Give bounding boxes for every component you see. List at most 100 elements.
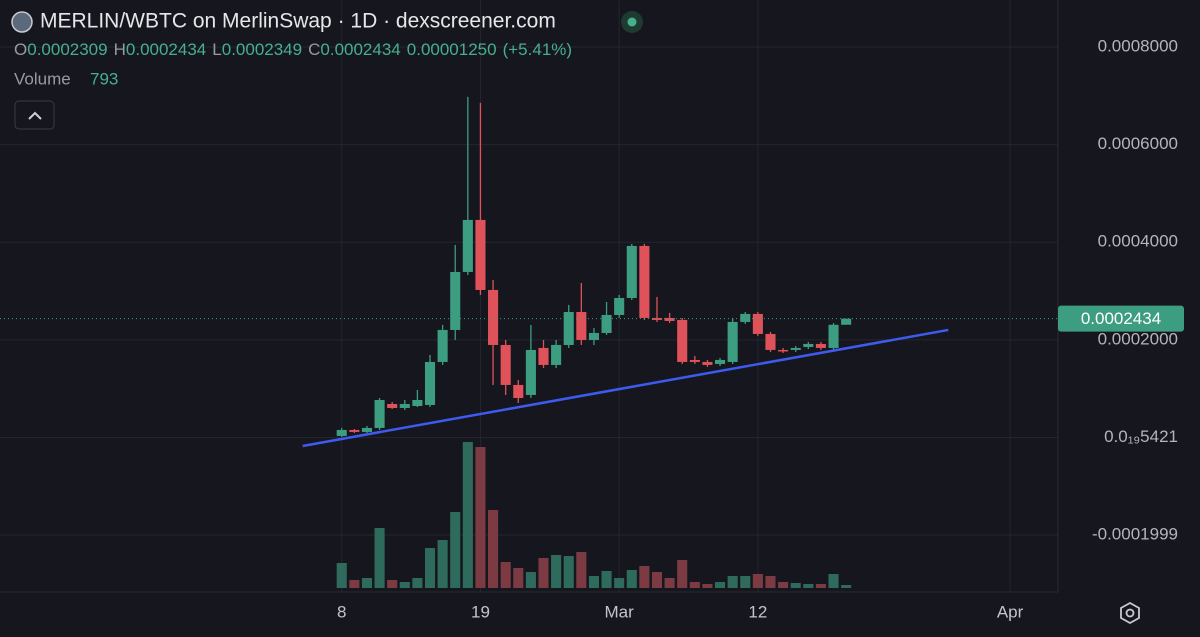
candle-body bbox=[841, 318, 852, 325]
volume-bar bbox=[513, 568, 524, 588]
volume-bar bbox=[361, 578, 373, 588]
ohlc-value: 0.0002434 bbox=[320, 40, 400, 59]
volume-bar bbox=[614, 578, 625, 588]
volume-bar bbox=[639, 566, 650, 588]
volume-bar bbox=[576, 552, 587, 588]
candle-body bbox=[437, 329, 448, 362]
collapse-icon bbox=[28, 111, 42, 120]
volume-bar bbox=[336, 563, 347, 588]
volume-bar bbox=[551, 555, 562, 588]
trend-line bbox=[302, 328, 949, 448]
candle-body bbox=[626, 245, 637, 298]
volume-bar bbox=[349, 580, 360, 588]
candle-body bbox=[525, 349, 536, 395]
candle-body bbox=[689, 359, 700, 362]
candle-body bbox=[702, 361, 713, 365]
settings-gear bbox=[1120, 601, 1140, 625]
ohlc-value: 0.0002434 bbox=[126, 40, 206, 59]
change-value: 0.00001250 bbox=[407, 40, 497, 59]
candle-body bbox=[639, 245, 650, 318]
y-tick-label: 0.0002000 bbox=[1098, 329, 1178, 348]
y-tick-label: 0.0006000 bbox=[1098, 134, 1178, 153]
volume-bar bbox=[778, 582, 789, 588]
x-tick-label: 19 bbox=[471, 602, 490, 621]
volume-bar bbox=[790, 583, 801, 588]
candle-body bbox=[588, 332, 599, 340]
candle-body bbox=[412, 399, 423, 406]
candle-body bbox=[349, 429, 360, 432]
candle-body bbox=[778, 349, 789, 352]
status-dot bbox=[627, 17, 637, 27]
candle-body bbox=[513, 384, 524, 398]
candle-body bbox=[462, 219, 473, 272]
volume-bar bbox=[715, 582, 726, 588]
current-price-tag bbox=[1058, 305, 1184, 332]
candle-body bbox=[790, 347, 801, 350]
volume-bar bbox=[399, 582, 410, 588]
volume-bar bbox=[374, 528, 385, 588]
candle-body bbox=[374, 399, 385, 428]
ohlc-value: 0.0002349 bbox=[222, 40, 302, 59]
ohlc-key: H bbox=[114, 40, 126, 59]
volume-value: 793 bbox=[90, 69, 118, 88]
x-tick-label: 12 bbox=[748, 602, 767, 621]
candle-body bbox=[387, 403, 398, 408]
y-tick-label: 0.0008000 bbox=[1098, 36, 1178, 55]
candle-body bbox=[576, 311, 587, 340]
volume-bar bbox=[563, 556, 574, 588]
collapse-button[interactable] bbox=[14, 100, 55, 130]
candle-body bbox=[488, 289, 499, 345]
candle-body bbox=[601, 314, 612, 333]
candle-body bbox=[740, 313, 751, 322]
candle-body bbox=[424, 361, 436, 405]
volume-bar bbox=[437, 540, 448, 588]
settings-icon[interactable] bbox=[1120, 601, 1140, 625]
candle-body bbox=[727, 321, 738, 362]
volume-bar bbox=[740, 576, 751, 588]
ohlc-header: O0.0002309 H0.0002434 L0.0002349 C0.0002434… bbox=[14, 40, 572, 59]
volume-bar bbox=[664, 578, 675, 588]
volume-bar bbox=[475, 447, 486, 588]
candle-body bbox=[475, 219, 486, 290]
volume-bar bbox=[450, 512, 461, 588]
volume-bar bbox=[752, 574, 763, 588]
volume-bar bbox=[765, 576, 776, 588]
candle-body bbox=[500, 344, 511, 385]
candle-body bbox=[399, 403, 410, 408]
volume-bar bbox=[689, 582, 700, 588]
ohlc-value: 0.0002309 bbox=[27, 40, 107, 59]
volume-bar bbox=[727, 576, 738, 588]
x-tick-label: 8 bbox=[337, 602, 346, 621]
volume-bar bbox=[588, 576, 599, 588]
volume-bar bbox=[488, 510, 499, 588]
candle-body bbox=[538, 347, 549, 365]
volume-bar bbox=[601, 571, 612, 588]
ohlc-key: C bbox=[308, 40, 320, 59]
candle-body bbox=[614, 297, 625, 315]
change-percent: (+5.41%) bbox=[503, 40, 572, 59]
x-tick-label: Mar bbox=[605, 602, 635, 621]
candle-body bbox=[677, 319, 688, 362]
volume-bar bbox=[424, 548, 436, 588]
settings-gear-center bbox=[1125, 608, 1135, 618]
y-tick-label: 0.0₁₉5421 bbox=[1104, 427, 1178, 446]
volume-bar bbox=[412, 578, 423, 588]
current-price-label: 0.0002434 bbox=[1081, 309, 1161, 328]
volume-bar bbox=[538, 558, 549, 588]
candle-body bbox=[803, 343, 814, 347]
token-icon bbox=[11, 11, 33, 33]
volume-bar bbox=[500, 562, 511, 588]
volume-bar bbox=[702, 584, 713, 588]
volume-bar bbox=[462, 442, 473, 588]
x-tick-label: Apr bbox=[997, 602, 1024, 621]
volume-bar bbox=[815, 584, 826, 588]
candle-body bbox=[828, 324, 839, 348]
candle-body bbox=[361, 427, 373, 432]
y-tick-label: -0.0001999 bbox=[1092, 525, 1178, 544]
volume-bar bbox=[626, 570, 637, 588]
volume-bar bbox=[841, 584, 852, 588]
volume-bar bbox=[677, 560, 688, 588]
candle-body bbox=[551, 344, 562, 365]
